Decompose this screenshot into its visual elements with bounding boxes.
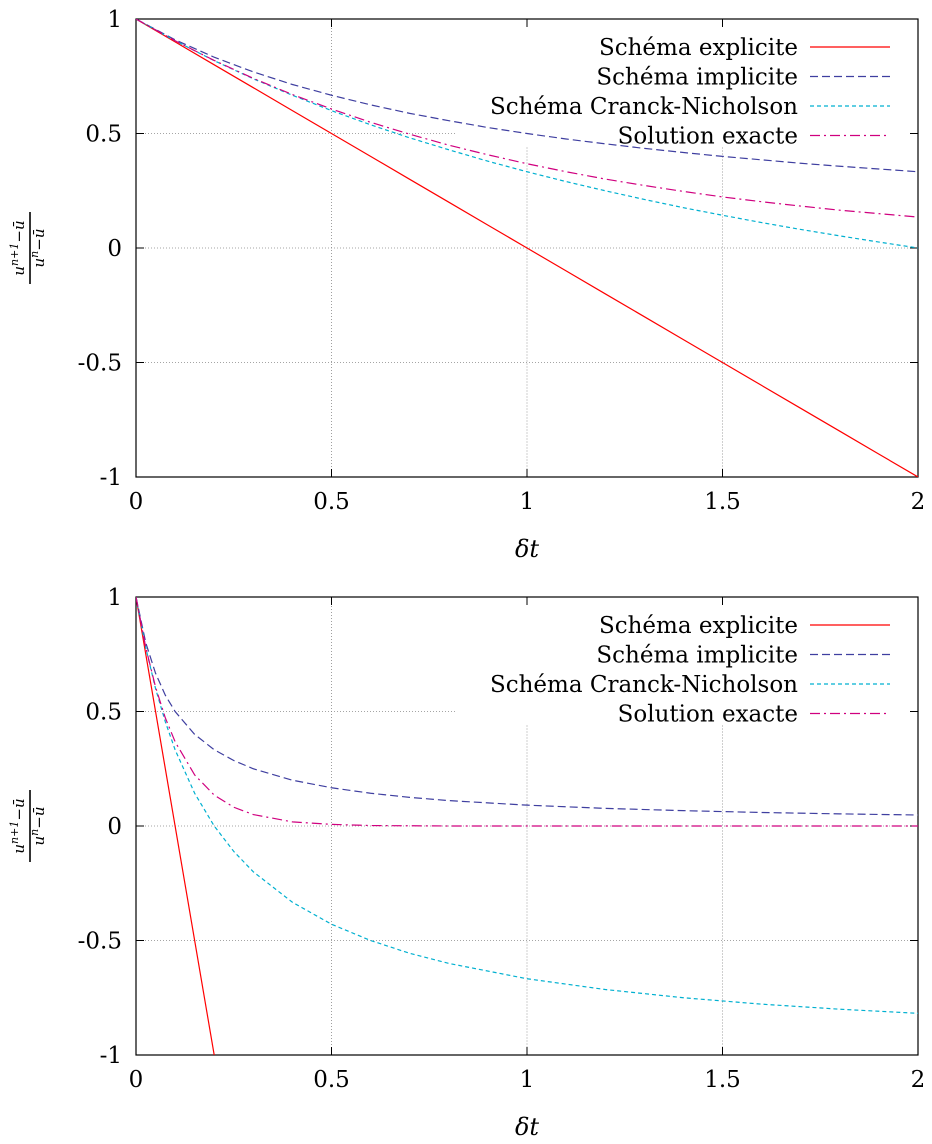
y-tick-label: 0.5	[85, 122, 122, 148]
y-axis-title: un+1−ūun−ū	[8, 790, 48, 862]
series-line-3	[136, 597, 918, 1014]
legend-label: Schéma explicite	[599, 35, 798, 61]
legend-label: Solution exacte	[618, 702, 798, 728]
x-tick-label: 1	[520, 489, 535, 515]
series-line-2	[136, 597, 918, 816]
y-axis-title-denominator: un−ū	[28, 229, 48, 268]
series-line-1	[136, 597, 215, 1055]
x-tick-label: 0	[129, 1067, 144, 1093]
y-tick-label: -1	[100, 1043, 122, 1069]
chart-top: 0 0.5 1 1.5 2 -1 -0.5 0 0.5 1 δt un+1−ūun−ū Schéma e…	[8, 7, 925, 563]
legend-label: Solution exacte	[618, 124, 798, 150]
series-line-3	[136, 19, 918, 249]
y-axis-title: un+1−ūun−ū	[8, 212, 48, 284]
x-tick-label: 1.5	[704, 489, 741, 515]
y-tick-label: 0.5	[85, 700, 122, 726]
legend-label: Schéma explicite	[599, 613, 798, 639]
series-line-1	[136, 19, 918, 477]
x-tick-label: 1	[520, 1067, 535, 1093]
x-axis-title: δt	[515, 535, 539, 563]
y-tick-label: -1	[100, 465, 122, 491]
legend-label: Schéma implicite	[596, 643, 798, 669]
x-tick-label: 2	[911, 489, 926, 515]
x-tick-label: 0.5	[313, 489, 350, 515]
x-axis-title: δt	[515, 1113, 539, 1141]
legend-label: Schéma Cranck-Nicholson	[490, 672, 798, 698]
y-tick-label: 0	[107, 814, 122, 840]
y-tick-label: -0.5	[78, 351, 122, 377]
chart-bottom: 0 0.5 1 1.5 2 -1 -0.5 0 0.5 1 δt un+1−ūun−ū Schéma e…	[8, 585, 925, 1141]
y-tick-label: 1	[107, 585, 122, 611]
series-line-4	[136, 19, 918, 218]
y-tick-label: 1	[107, 7, 122, 33]
y-tick-label: -0.5	[78, 929, 122, 955]
x-tick-label: 2	[911, 1067, 926, 1093]
series-group	[136, 19, 918, 477]
series-line-4	[136, 597, 918, 827]
legend: Schéma explicite Schéma implicite Schéma C…	[490, 35, 890, 150]
legend: Schéma explicite Schéma implicite Schéma C…	[490, 613, 890, 728]
x-tick-label: 1.5	[704, 1067, 741, 1093]
legend-label: Schéma Cranck-Nicholson	[490, 94, 798, 120]
series-group	[136, 597, 918, 1055]
y-axis-title-denominator: un−ū	[28, 807, 48, 846]
y-axis-title-numerator: un+1−ū	[8, 220, 28, 275]
series-line-2	[136, 19, 918, 173]
y-axis-title-numerator: un+1−ū	[8, 798, 28, 853]
x-tick-label: 0.5	[313, 1067, 350, 1093]
x-tick-label: 0	[129, 489, 144, 515]
legend-label: Schéma implicite	[596, 65, 798, 91]
y-tick-label: 0	[107, 236, 122, 262]
